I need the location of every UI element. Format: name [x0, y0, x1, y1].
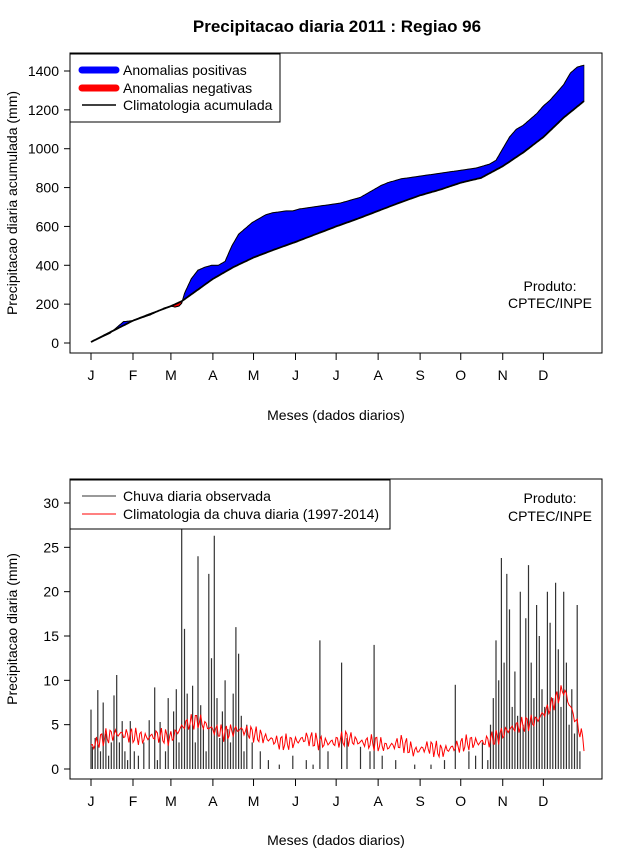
top-x-label: Meses (dados diarios) [267, 407, 405, 423]
x-tick-label: N [498, 367, 508, 383]
top-y-axis: 0 200 400 600 800 1000 1200 1400 [28, 63, 70, 351]
x-tick-label: F [129, 367, 138, 383]
x-tick-label: J [292, 793, 299, 809]
x-tick-label: J [88, 367, 95, 383]
y-tick-label: 5 [51, 717, 59, 733]
legend-label-positive: Anomalias positivas [123, 62, 247, 78]
y-tick-label: 10 [43, 672, 59, 688]
y-tick-label: 600 [36, 218, 60, 234]
y-tick-label: 0 [51, 335, 59, 351]
y-tick-label: 800 [36, 180, 60, 196]
x-tick-label: O [455, 793, 466, 809]
x-tick-label: J [333, 793, 340, 809]
bottom-x-label: Meses (dados diarios) [267, 832, 405, 848]
top-legend: Anomalias positivas Anomalias negativas … [69, 53, 281, 123]
daily-rain-bars [90, 507, 581, 769]
y-tick-label: 25 [43, 539, 59, 555]
legend-label-observed: Chuva diaria observada [123, 488, 271, 504]
x-tick-label: S [415, 367, 424, 383]
x-tick-label: S [415, 793, 424, 809]
y-tick-label: 15 [43, 628, 59, 644]
bottom-y-axis: 0 5 10 15 20 25 30 [43, 495, 70, 777]
y-tick-label: 1400 [28, 63, 59, 79]
x-tick-label: M [248, 367, 260, 383]
y-tick-label: 1000 [28, 141, 59, 157]
x-tick-label: J [333, 367, 340, 383]
x-tick-label: D [538, 367, 548, 383]
x-tick-label: J [292, 367, 299, 383]
top-product-label: Produto: [524, 278, 577, 294]
x-tick-label: A [208, 793, 218, 809]
legend-label-daily-climatology: Climatologia da chuva diaria (1997-2014) [123, 506, 379, 522]
bottom-legend-box [69, 479, 391, 530]
x-tick-label: M [165, 793, 177, 809]
x-tick-label: J [88, 793, 95, 809]
x-tick-label: N [498, 793, 508, 809]
y-tick-label: 20 [43, 584, 59, 600]
top-product-name: CPTEC/INPE [508, 295, 592, 311]
x-tick-label: M [248, 793, 260, 809]
bottom-product-name: CPTEC/INPE [508, 508, 592, 524]
bottom-legend: Chuva diaria observada Climatologia da c… [69, 479, 391, 530]
y-tick-label: 30 [43, 495, 59, 511]
bottom-panel: 0 5 10 15 20 25 30 J F M A M J J A S O N D Meses (dados d… [4, 478, 603, 848]
bottom-product-label: Produto: [524, 490, 577, 506]
x-tick-label: F [129, 793, 138, 809]
top-panel: 0 200 400 600 800 1000 1200 1400 J F M A M J J A S O N D M… [4, 52, 603, 423]
top-climatology-line [90, 100, 585, 343]
legend-label-negative: Anomalias negativas [123, 80, 252, 96]
x-tick-label: D [538, 793, 548, 809]
x-tick-label: A [373, 367, 383, 383]
x-tick-label: O [455, 367, 466, 383]
x-tick-label: A [373, 793, 383, 809]
bottom-y-label: Precipitacao diaria (mm) [4, 553, 20, 705]
y-tick-label: 1200 [28, 102, 59, 118]
y-tick-label: 400 [36, 257, 60, 273]
x-tick-label: M [165, 367, 177, 383]
daily-climatology-line [90, 685, 585, 759]
top-y-label: Precipitacao diaria acumulada (mm) [4, 91, 20, 315]
y-tick-label: 200 [36, 296, 60, 312]
x-tick-label: A [208, 367, 218, 383]
top-observed-line [90, 64, 585, 343]
legend-label-climatology: Climatologia acumulada [123, 97, 273, 113]
y-tick-label: 0 [51, 761, 59, 777]
chart-title: Precipitacao diaria 2011 : Regiao 96 [193, 17, 481, 36]
